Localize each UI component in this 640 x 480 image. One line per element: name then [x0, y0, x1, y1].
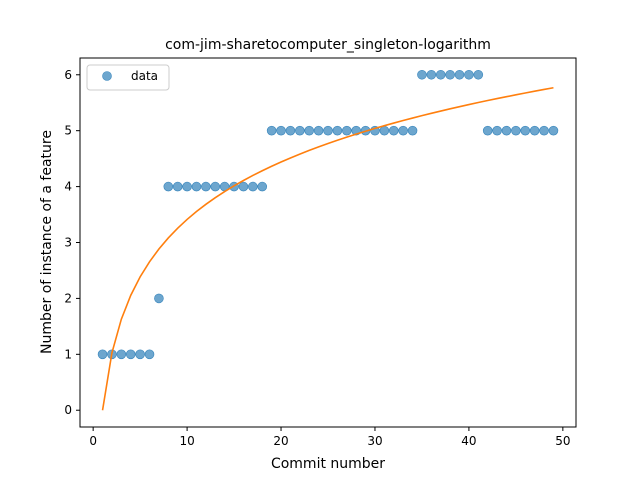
- data-point: [379, 125, 390, 136]
- data-point: [144, 349, 155, 360]
- data-point: [257, 181, 268, 192]
- data-point: [182, 181, 192, 192]
- legend: data: [86, 64, 170, 91]
- data-point: [154, 293, 164, 304]
- data-point: [238, 181, 249, 192]
- data-point: [116, 349, 127, 360]
- data-point: [482, 125, 493, 136]
- x-axis-label: Commit number: [271, 456, 385, 472]
- data-point: [473, 69, 484, 80]
- x-tick-label: 10: [179, 434, 194, 448]
- data-point: [492, 125, 502, 136]
- data-point: [266, 125, 277, 136]
- y-tick-label: 0: [64, 403, 72, 417]
- data-point: [97, 349, 108, 360]
- data-point: [501, 125, 512, 136]
- data-point: [464, 69, 474, 80]
- data-point: [407, 125, 418, 136]
- data-point: [210, 181, 221, 192]
- data-point: [529, 125, 540, 136]
- y-tick-label: 5: [64, 124, 72, 138]
- data-point: [417, 69, 427, 80]
- y-tick-label: 4: [64, 180, 72, 194]
- data-point: [435, 69, 446, 80]
- y-axis-label: Number of instance of a feature: [39, 130, 55, 354]
- data-point: [201, 181, 211, 192]
- plot-area: [97, 69, 559, 411]
- data-point: [295, 125, 305, 136]
- y-tick-label: 1: [64, 347, 72, 361]
- x-tick-label: 40: [461, 434, 476, 448]
- data-point: [398, 125, 408, 136]
- data-point: [135, 349, 145, 360]
- legend-label-data: data: [131, 69, 158, 83]
- data-point: [163, 181, 174, 192]
- x-axis: 0 10 20 30 40 50: [89, 427, 570, 448]
- y-tick-label: 3: [64, 236, 72, 250]
- data-point: [548, 125, 559, 136]
- log-fit-line: [101, 86, 554, 411]
- data-point: [520, 125, 531, 136]
- x-tick-label: 20: [273, 434, 288, 448]
- data-point: [341, 125, 352, 136]
- x-tick-label: 0: [89, 434, 97, 448]
- chart-title: com-jim-sharetocomputer_singleton-logari…: [165, 37, 491, 53]
- data-point: [313, 125, 324, 136]
- data-point: [125, 349, 136, 360]
- data-point: [511, 125, 521, 136]
- x-tick-label: 50: [555, 434, 570, 448]
- legend-marker-data: [102, 71, 112, 81]
- data-point: [304, 125, 315, 136]
- data-point: [426, 69, 437, 80]
- data-point: [191, 181, 202, 192]
- y-axis: 0 1 2 3 4 5 6: [64, 68, 80, 417]
- data-point: [332, 125, 343, 136]
- y-tick-label: 2: [64, 291, 72, 305]
- data-point: [445, 69, 455, 80]
- data-point: [172, 181, 183, 192]
- data-point: [276, 125, 286, 136]
- axes-frame: [79, 57, 577, 428]
- data-point: [323, 125, 333, 136]
- y-tick-label: 6: [64, 68, 72, 82]
- data-point: [388, 125, 399, 136]
- x-tick-label: 30: [367, 434, 382, 448]
- data-point: [539, 125, 549, 136]
- data-point: [454, 69, 465, 80]
- data-point: [285, 125, 296, 136]
- data-point: [248, 181, 258, 192]
